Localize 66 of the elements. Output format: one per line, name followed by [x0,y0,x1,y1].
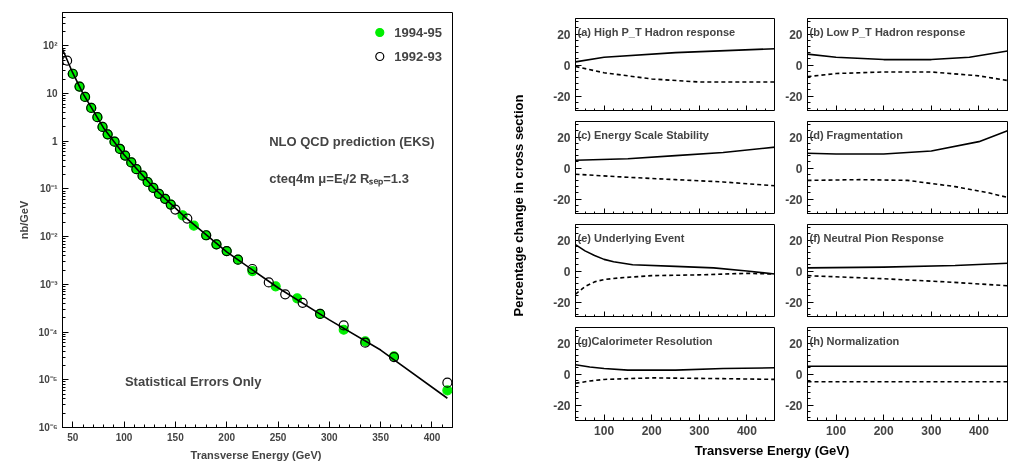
x-tick-label: 300 [321,431,339,443]
y-tick-label: 20 [789,130,803,145]
y-tick-label: 20 [557,336,571,351]
y-tick-label: 0 [563,58,571,73]
text: (d) Fragmentation [809,129,904,142]
y-tick-label: 10⁻³ [40,278,59,290]
x-tick-label: 100 [115,431,133,443]
y-tick-label: 10⁻⁵ [38,374,58,386]
y-tick-label: 0 [795,58,803,73]
x-tick-label: 250 [269,431,287,443]
x-axis-title: Transverse Energy (GeV) [694,443,850,458]
text: (h) Normalization [809,335,900,348]
y-tick-label: -20 [785,295,803,310]
legend-label: 1994-95 [394,24,442,40]
annotation: NLO QCD prediction (EKS) [269,133,435,149]
x-tick-label: 400 [423,431,441,443]
y-tick-label: -20 [785,89,803,104]
y-tick-label: 0 [795,264,803,279]
annotation: cteq4m μ=Eₜ/2 Rₛₑₚ=1.3 [269,171,409,187]
y-tick-label: 20 [789,233,803,248]
x-tick-label: 400 [736,423,758,438]
y-tick-label: 0 [563,367,571,382]
x-tick-label: 150 [167,431,185,443]
x-tick-label: 300 [689,423,710,438]
x-tick-label: 350 [372,431,390,443]
legend-label: 1992-93 [394,48,442,64]
y-tick-label: 20 [557,130,571,145]
x-tick-label: 50 [67,431,79,443]
y-axis-title: Percentage change in cross section [510,94,526,317]
x-tick-label: 400 [968,423,990,438]
y-tick-label: 20 [789,336,803,351]
text: (a) High P_T Hadron response [577,26,736,39]
x-tick-label: 300 [921,423,942,438]
y-tick-label: -20 [785,192,803,207]
y-tick-label: 10⁻⁶ [38,422,58,433]
y-tick-label: 10⁻² [40,231,59,243]
x-tick-label: 200 [641,423,663,438]
annotation: Statistical Errors Only [124,374,263,390]
y-tick-label: -20 [553,192,571,207]
y-tick-label: 10⁻⁴ [38,326,58,338]
x-tick-label: 100 [594,423,615,438]
y-tick-label: -20 [553,89,571,104]
y-tick-label: -20 [553,398,571,413]
y-tick-label: 10 [46,88,58,100]
y-tick-label: 20 [557,27,571,42]
x-tick-label: 200 [873,423,895,438]
y-tick-label: -20 [553,295,571,310]
y-tick-label: 0 [795,161,803,176]
text: (g)Calorimeter Resolution [577,335,713,348]
y-tick-label: 0 [795,367,803,382]
y-tick-label: 20 [789,27,803,42]
y-tick-label: 0 [563,161,571,176]
y-tick-label: 0 [563,264,571,279]
x-tick-label: 100 [826,423,847,438]
y-tick-label: 1 [51,135,58,147]
y-tick-label: -20 [785,398,803,413]
text: (c) Energy Scale Stability [577,129,710,142]
text: (f) Neutral Pion Response [809,232,944,245]
y-tick-label: 20 [557,233,571,248]
text: (b) Low P_T Hadron response [809,26,966,39]
y-tick-label: 10² [43,40,59,52]
text: (e) Underlying Event [577,232,685,245]
y-tick-label: 10⁻¹ [40,183,59,195]
x-axis-title: Transverse Energy (GeV) [190,448,322,461]
y-axis-title: nb/GeV [18,200,31,240]
x-tick-label: 200 [218,431,236,443]
